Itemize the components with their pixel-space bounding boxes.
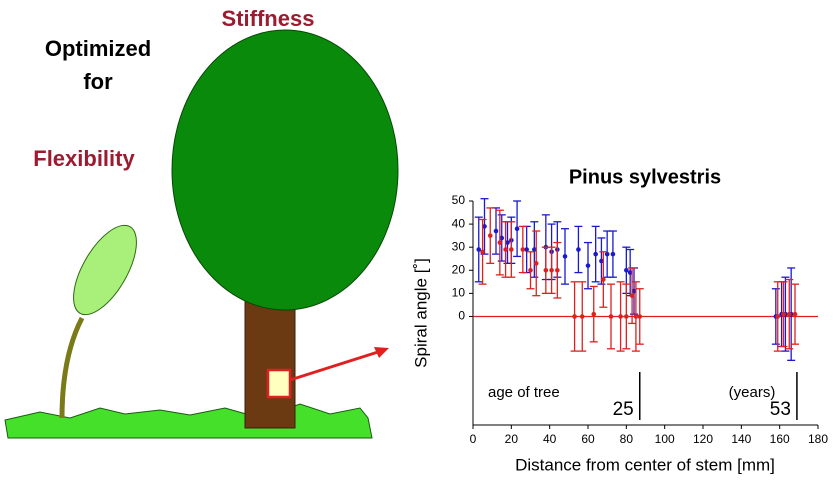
x-tick-label: 180 [808,432,828,446]
arrow [290,352,378,380]
point [572,314,577,319]
x-tick-label: 140 [731,432,751,446]
point [593,252,598,257]
x-tick-label: 120 [693,432,713,446]
point [637,314,642,319]
age-label: 53 [770,399,791,420]
point [576,247,581,252]
x-tick-label: 160 [770,432,790,446]
chart-title: Pinus sylvestris [569,166,721,188]
point [586,263,591,268]
point [624,314,629,319]
point [618,314,623,319]
flexibility-label: Flexibility [33,146,135,171]
y-tick-label: 0 [458,309,465,323]
point [775,314,780,319]
y-tick-label: 10 [452,286,466,300]
point [605,252,610,257]
x-tick-label: 40 [543,432,557,446]
optimized-label: Optimized [45,36,151,61]
plant-stem [62,318,82,418]
x-axis-label: Distance from center of stem [mm] [515,455,775,474]
point [480,250,485,255]
optimized-label: for [83,69,113,94]
point [555,268,560,273]
point [494,229,499,234]
annotation: age of tree [488,384,560,401]
y-axis-label: Spiral angle [˚] [411,258,430,368]
y-tick-label: 50 [452,193,466,207]
age-label: 25 [613,399,634,420]
point [624,268,629,273]
point [528,268,533,273]
point [630,293,635,298]
x-tick-label: 80 [620,432,634,446]
y-tick-label: 20 [452,262,466,276]
crown [172,30,398,310]
point [591,312,596,317]
point [534,261,539,266]
point [611,252,616,257]
x-tick-label: 60 [581,432,595,446]
annotation: (years) [729,384,776,401]
sample-box [268,370,290,397]
x-tick-label: 100 [655,432,675,446]
point [609,314,614,319]
y-tick-label: 30 [452,239,466,253]
point [509,247,514,252]
point [787,312,792,317]
point [521,247,526,252]
stiffness-label: Stiffness [222,6,315,31]
point [580,314,585,319]
point [544,268,549,273]
point [563,254,568,259]
point [503,247,508,252]
point [515,226,520,231]
point [793,312,798,317]
point [781,312,786,317]
point [498,240,503,245]
y-tick-label: 40 [452,216,466,230]
x-tick-label: 20 [505,432,519,446]
slide: Stiffness Optimized for Flexibility Pinu… [0,0,839,480]
point [601,277,606,282]
point [476,247,481,252]
x-tick-label: 0 [470,432,477,446]
point [549,268,554,273]
point [488,233,493,238]
plant-leaf [61,216,149,325]
